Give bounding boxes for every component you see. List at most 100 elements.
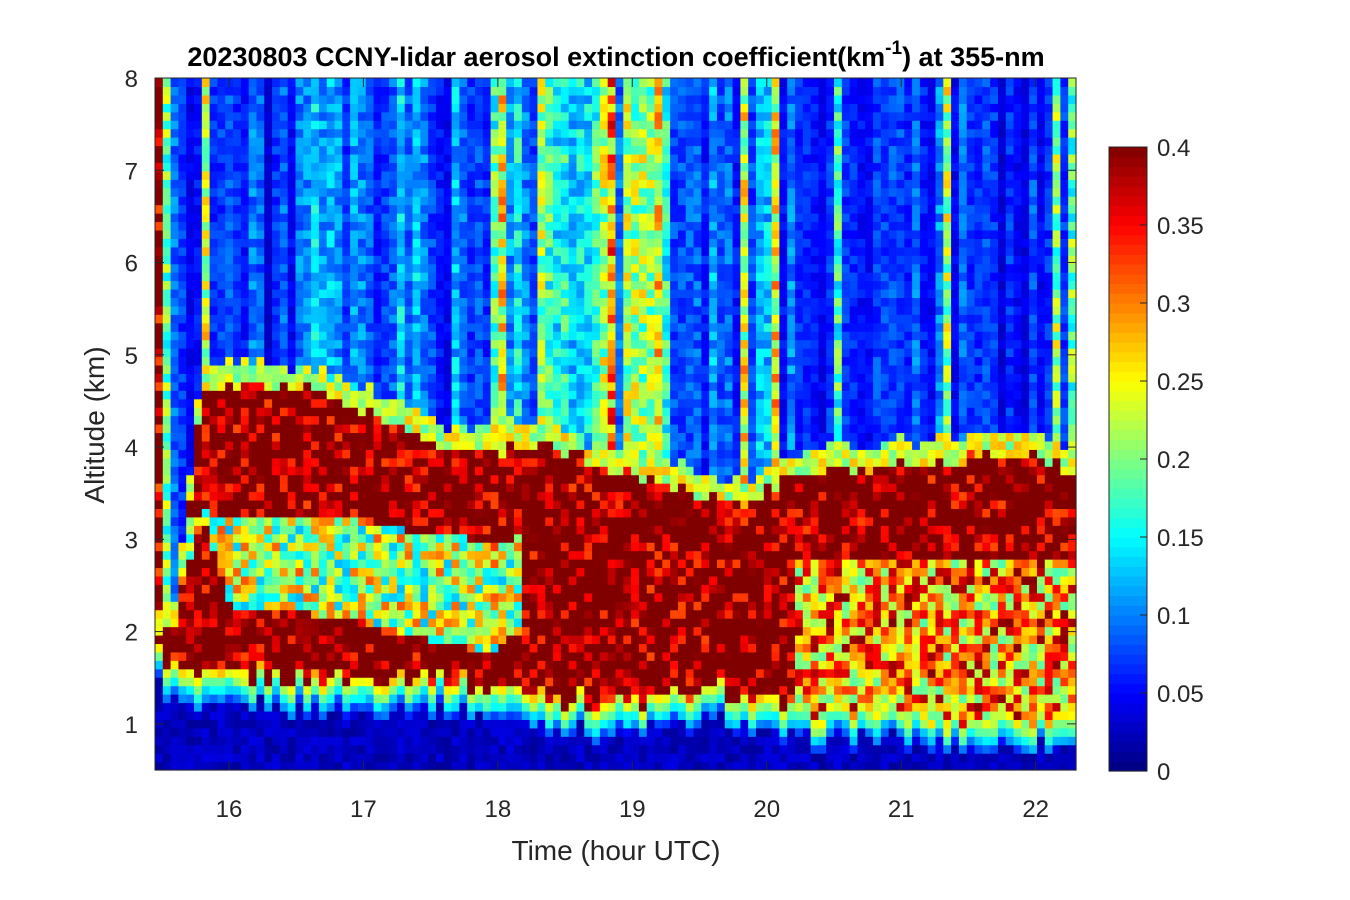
heatmap-cell [170, 331, 180, 341]
heatmap-cell [287, 407, 297, 417]
heatmap-cell [194, 668, 203, 678]
heatmap-cell [272, 753, 281, 763]
heatmap-cell [201, 381, 211, 391]
heatmap-cell [217, 229, 226, 239]
heatmap-cell [490, 272, 500, 282]
heatmap-cell [623, 694, 632, 704]
heatmap-cell [545, 634, 554, 645]
heatmap-cell [435, 288, 445, 299]
heatmap-cell [287, 744, 297, 754]
heatmap-column [334, 78, 343, 771]
heatmap-cell [357, 415, 367, 425]
heatmap-cell [350, 609, 359, 619]
heatmap-cell [498, 685, 507, 695]
heatmap-cell [443, 170, 453, 180]
heatmap-cell [162, 643, 172, 653]
heatmap-cell [178, 103, 187, 113]
heatmap-cell [217, 288, 226, 299]
heatmap-cell [381, 592, 390, 602]
heatmap-cell [420, 398, 429, 408]
heatmap-cell [279, 128, 289, 138]
heatmap-cell [475, 440, 484, 450]
heatmap-cell [435, 634, 445, 645]
heatmap-cell [194, 525, 203, 535]
heatmap-cell [475, 499, 484, 509]
heatmap-cell [560, 677, 570, 687]
heatmap-cell [264, 466, 273, 476]
heatmap-cell [482, 288, 492, 299]
heatmap-cell [225, 677, 234, 687]
heatmap-cell [194, 575, 203, 585]
heatmap-cell [373, 744, 382, 754]
heatmap-cell [178, 263, 187, 273]
heatmap-cell [553, 508, 562, 518]
heatmap-cell [272, 78, 281, 88]
heatmap-cell [311, 542, 320, 552]
heatmap-cell [194, 78, 203, 88]
heatmap-cell [599, 702, 609, 712]
heatmap-cell [194, 120, 203, 130]
heatmap-cell [303, 373, 312, 383]
heatmap-cell [615, 390, 624, 400]
heatmap-cell [178, 668, 187, 678]
heatmap-cell [209, 609, 219, 619]
heatmap-cell [568, 415, 578, 425]
heatmap-cell [451, 78, 460, 88]
heatmap-cell [506, 592, 515, 602]
heatmap-cell [592, 381, 601, 391]
heatmap-cell [490, 575, 500, 585]
heatmap-column [560, 78, 570, 771]
heatmap-cell [599, 592, 609, 602]
heatmap-cell [334, 415, 343, 425]
heatmap-cell [365, 297, 375, 307]
heatmap-cell [334, 94, 343, 104]
heatmap-cell [279, 78, 289, 88]
heatmap-cell [194, 432, 203, 442]
heatmap-cell [607, 339, 617, 349]
heatmap-cell [326, 390, 336, 400]
heatmap-cell [521, 111, 531, 121]
heatmap-cell [615, 567, 624, 577]
heatmap-cell [537, 449, 546, 459]
heatmap-cell [568, 626, 578, 636]
heatmap-cell [264, 702, 273, 712]
heatmap-cell [318, 103, 328, 113]
heatmap-cell [279, 280, 289, 290]
heatmap-cell [334, 609, 343, 619]
heatmap-cell [584, 567, 593, 577]
heatmap-cell [303, 221, 312, 231]
heatmap-cell [498, 348, 507, 358]
heatmap-cell [373, 567, 382, 577]
heatmap-cell [194, 618, 203, 628]
heatmap-cell [451, 246, 460, 256]
heatmap-cell [420, 381, 429, 391]
heatmap-cell [311, 651, 320, 661]
heatmap-cell [155, 761, 164, 771]
heatmap-cell [342, 263, 351, 273]
heatmap-cell [381, 153, 390, 163]
heatmap-cell [568, 221, 578, 231]
heatmap-cell [162, 255, 172, 265]
heatmap-cell [553, 525, 562, 535]
heatmap-cell [467, 213, 476, 223]
heatmap-cell [201, 255, 211, 265]
heatmap-cell [233, 314, 242, 324]
heatmap-cell [482, 263, 492, 273]
heatmap-cell [186, 170, 195, 180]
heatmap-cell [599, 263, 609, 273]
heatmap-cell [279, 727, 289, 737]
heatmap-cell [599, 634, 609, 645]
heatmap-cell [233, 111, 242, 121]
heatmap-cell [334, 677, 343, 687]
heatmap-cell [318, 491, 328, 501]
heatmap-cell [404, 390, 414, 400]
heatmap-cell [311, 559, 320, 569]
heatmap-cell [599, 618, 609, 628]
heatmap-cell [295, 609, 304, 619]
heatmap-cell [287, 305, 297, 315]
heatmap-cell [233, 694, 242, 704]
heatmap-cell [607, 145, 617, 155]
heatmap-cell [326, 280, 336, 290]
heatmap-cell [514, 137, 523, 147]
heatmap-cell [217, 685, 226, 695]
